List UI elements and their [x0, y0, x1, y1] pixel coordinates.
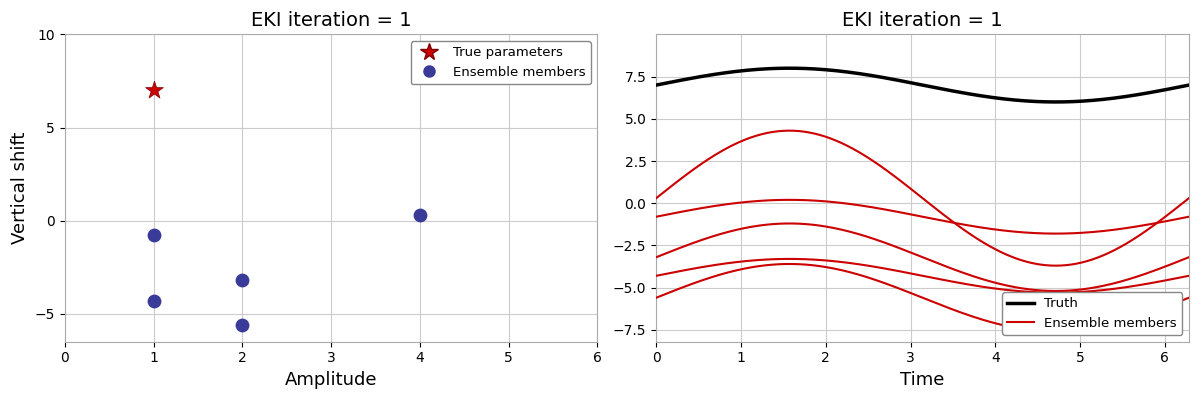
Line: Truth: Truth [656, 68, 1189, 102]
Title: EKI iteration = 1: EKI iteration = 1 [251, 11, 412, 30]
X-axis label: Amplitude: Amplitude [284, 371, 377, 389]
Point [410, 212, 430, 218]
Truth [824, 68, 839, 73]
Truth [1038, 100, 1052, 104]
Truth [649, 83, 664, 88]
Truth [862, 73, 876, 78]
Truth [713, 71, 727, 76]
Legend: Truth, Ensemble members: Truth, Ensemble members [1002, 292, 1182, 335]
Point [144, 298, 163, 304]
Truth [1182, 83, 1196, 88]
Title: EKI iteration = 1: EKI iteration = 1 [842, 11, 1003, 30]
Point [144, 87, 163, 94]
Point [233, 277, 252, 283]
Y-axis label: Vertical shift: Vertical shift [11, 132, 29, 244]
Legend: True parameters, Ensemble members: True parameters, Ensemble members [410, 41, 590, 84]
Truth [782, 66, 797, 70]
Point [144, 232, 163, 239]
Point [233, 322, 252, 328]
Truth [985, 95, 1000, 100]
Truth [1034, 99, 1049, 104]
Truth [1048, 100, 1062, 104]
X-axis label: Time: Time [900, 371, 944, 389]
